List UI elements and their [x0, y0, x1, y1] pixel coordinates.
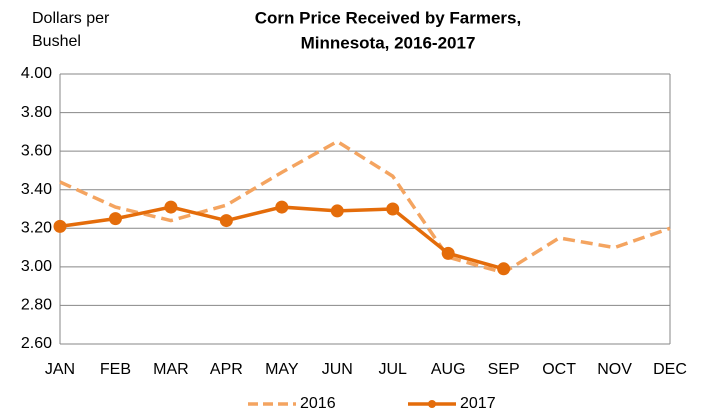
- point: [275, 200, 289, 214]
- x-tick-label: JUL: [379, 361, 408, 378]
- y-tick-label: 2.80: [21, 297, 52, 314]
- line-series: [59, 139, 671, 275]
- y-tick-label: 3.80: [21, 104, 52, 121]
- chart-title: Corn Price Received by Farmers,: [255, 8, 521, 27]
- x-tick-label: MAR: [153, 361, 189, 378]
- x-tick-label: NOV: [597, 361, 632, 378]
- x-tick-label: DEC: [653, 361, 687, 378]
- point: [108, 212, 122, 226]
- x-tick-label: SEP: [488, 361, 520, 378]
- x-tick-label: JAN: [45, 361, 75, 378]
- x-tick-label: AUG: [431, 361, 466, 378]
- point: [386, 202, 400, 216]
- y-tick-label: 3.60: [21, 142, 52, 159]
- y-tick-label: 3.20: [21, 220, 52, 237]
- x-tick-label: FEB: [100, 361, 131, 378]
- y-tick-label: 4.00: [21, 65, 52, 82]
- chart-subtitle: Minnesota, 2016-2017: [301, 33, 476, 52]
- point: [219, 214, 233, 228]
- point: [164, 200, 178, 214]
- y-tick-label: 3.40: [21, 181, 52, 198]
- point: [441, 246, 455, 260]
- legend-label: 2016: [300, 395, 336, 412]
- x-tick-label: MAY: [265, 361, 299, 378]
- y-tick-label: 3.00: [21, 258, 52, 275]
- legend-marker: [428, 400, 436, 408]
- y-tick-label: 2.60: [21, 335, 52, 352]
- x-tick-label: JUN: [322, 361, 353, 378]
- line-series: [59, 205, 505, 271]
- x-tick-label: APR: [210, 361, 243, 378]
- point: [53, 219, 67, 233]
- legend-label: 2017: [460, 395, 496, 412]
- x-tick-label: OCT: [542, 361, 576, 378]
- y-axis-label: Bushel: [32, 33, 81, 50]
- point: [330, 204, 344, 218]
- y-axis-label: Dollars per: [32, 10, 110, 27]
- point: [497, 262, 511, 276]
